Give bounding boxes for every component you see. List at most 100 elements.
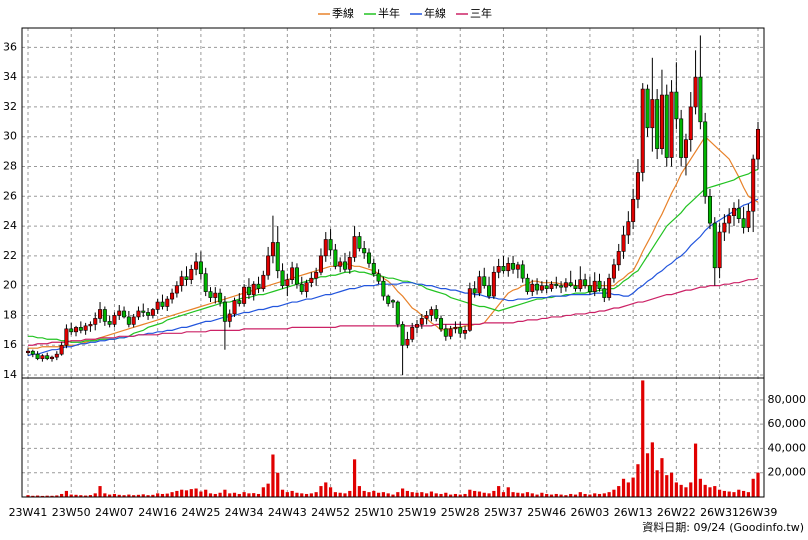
volume-bar xyxy=(103,493,107,497)
volume-bar xyxy=(280,489,285,497)
candle-body xyxy=(511,263,516,270)
ma-line xyxy=(28,135,759,349)
candle-body xyxy=(165,298,170,307)
volume-bar xyxy=(362,490,366,497)
volume-bar xyxy=(60,493,64,497)
candle-body xyxy=(45,355,50,359)
volume-bar xyxy=(573,494,578,497)
candle-body xyxy=(458,327,463,334)
candle-body xyxy=(731,207,736,216)
volume-bar xyxy=(328,487,333,497)
x-tick-label: 23W41 xyxy=(9,506,48,519)
x-tick-label: 26W39 xyxy=(739,506,778,519)
candle-body xyxy=(443,328,448,337)
volume-bar xyxy=(218,492,222,497)
candle-body xyxy=(122,310,127,318)
volume-bar xyxy=(434,493,438,497)
candle-body xyxy=(607,277,612,298)
candle-body xyxy=(35,353,40,359)
volume-bar xyxy=(156,493,160,497)
volume-bar xyxy=(232,492,237,497)
candle-body xyxy=(141,310,146,313)
footer-date: 資料日期: 09/24 xyxy=(642,520,725,534)
y-tick-label: 36 xyxy=(3,40,17,53)
volume-bar xyxy=(708,487,712,497)
volume-bar xyxy=(554,493,558,497)
candle-body xyxy=(314,271,319,279)
volume-bar xyxy=(324,482,328,497)
candle-body xyxy=(328,239,333,251)
volume-bar xyxy=(295,492,299,497)
legend-label: 年線 xyxy=(424,6,446,20)
volume-bar xyxy=(525,492,530,497)
candle-body xyxy=(563,282,568,288)
candle-body xyxy=(395,301,400,325)
candle-body xyxy=(290,267,295,281)
candle-body xyxy=(583,279,588,286)
volume-bar xyxy=(175,490,179,497)
candle-body xyxy=(366,252,371,264)
volume-bar xyxy=(756,472,760,497)
candle-body xyxy=(155,301,160,310)
candle-body xyxy=(467,288,472,331)
volume-bar xyxy=(650,442,654,497)
volume-bar xyxy=(352,459,357,497)
candle-body xyxy=(525,277,530,292)
volume-bar xyxy=(588,494,592,497)
volume-bar xyxy=(285,492,289,497)
volume-bar xyxy=(194,488,198,497)
candle-body xyxy=(357,236,362,249)
candle-body xyxy=(400,324,405,346)
candle-body xyxy=(304,282,309,292)
candle-body xyxy=(64,328,69,346)
volume-bar xyxy=(343,493,347,497)
candle-body xyxy=(530,283,535,292)
candle-body xyxy=(688,106,693,141)
candle-body xyxy=(515,264,520,270)
volume-bar xyxy=(429,491,434,497)
volume-bar xyxy=(348,490,352,497)
volume-bar xyxy=(256,493,261,497)
volume-bar xyxy=(136,494,141,497)
candle-body xyxy=(342,261,347,270)
candle-body xyxy=(626,221,631,236)
volume-bar xyxy=(391,494,395,497)
candle-body xyxy=(487,285,492,297)
volume-bar xyxy=(741,490,746,497)
candle-body xyxy=(664,94,669,158)
candle-body xyxy=(544,285,549,289)
volume-bar xyxy=(31,495,35,497)
candle-body xyxy=(679,118,684,158)
candle-body xyxy=(520,264,525,279)
volume-bar xyxy=(545,493,549,497)
candle-body xyxy=(242,286,247,304)
volume-bar xyxy=(535,494,539,497)
candle-body xyxy=(501,265,506,272)
candle-body xyxy=(683,139,688,158)
y-tick-label: 22 xyxy=(3,249,17,262)
candle-body xyxy=(299,283,304,292)
candle-body xyxy=(184,276,189,281)
candle-body xyxy=(386,295,391,304)
y-tick-label: 28 xyxy=(3,160,17,173)
volume-bar xyxy=(122,495,126,497)
candle-body xyxy=(424,315,429,319)
volume-bar xyxy=(703,484,707,497)
volume-bar xyxy=(309,493,313,497)
volume-bar xyxy=(84,495,88,497)
candle-body xyxy=(50,356,55,359)
volume-bar xyxy=(252,493,256,497)
candle-body xyxy=(30,350,35,355)
volume-bar xyxy=(439,493,443,497)
candle-body xyxy=(751,158,756,212)
candle-body xyxy=(98,309,103,319)
candle-body xyxy=(347,257,352,270)
y-tick-label: 20 xyxy=(3,279,17,292)
volume-bar xyxy=(79,495,83,497)
x-tick-label: 24W16 xyxy=(138,506,177,519)
candle-body xyxy=(203,273,208,292)
volume-bar xyxy=(511,492,515,497)
y-tick-label: 18 xyxy=(3,308,17,321)
volume-bar xyxy=(45,495,49,497)
